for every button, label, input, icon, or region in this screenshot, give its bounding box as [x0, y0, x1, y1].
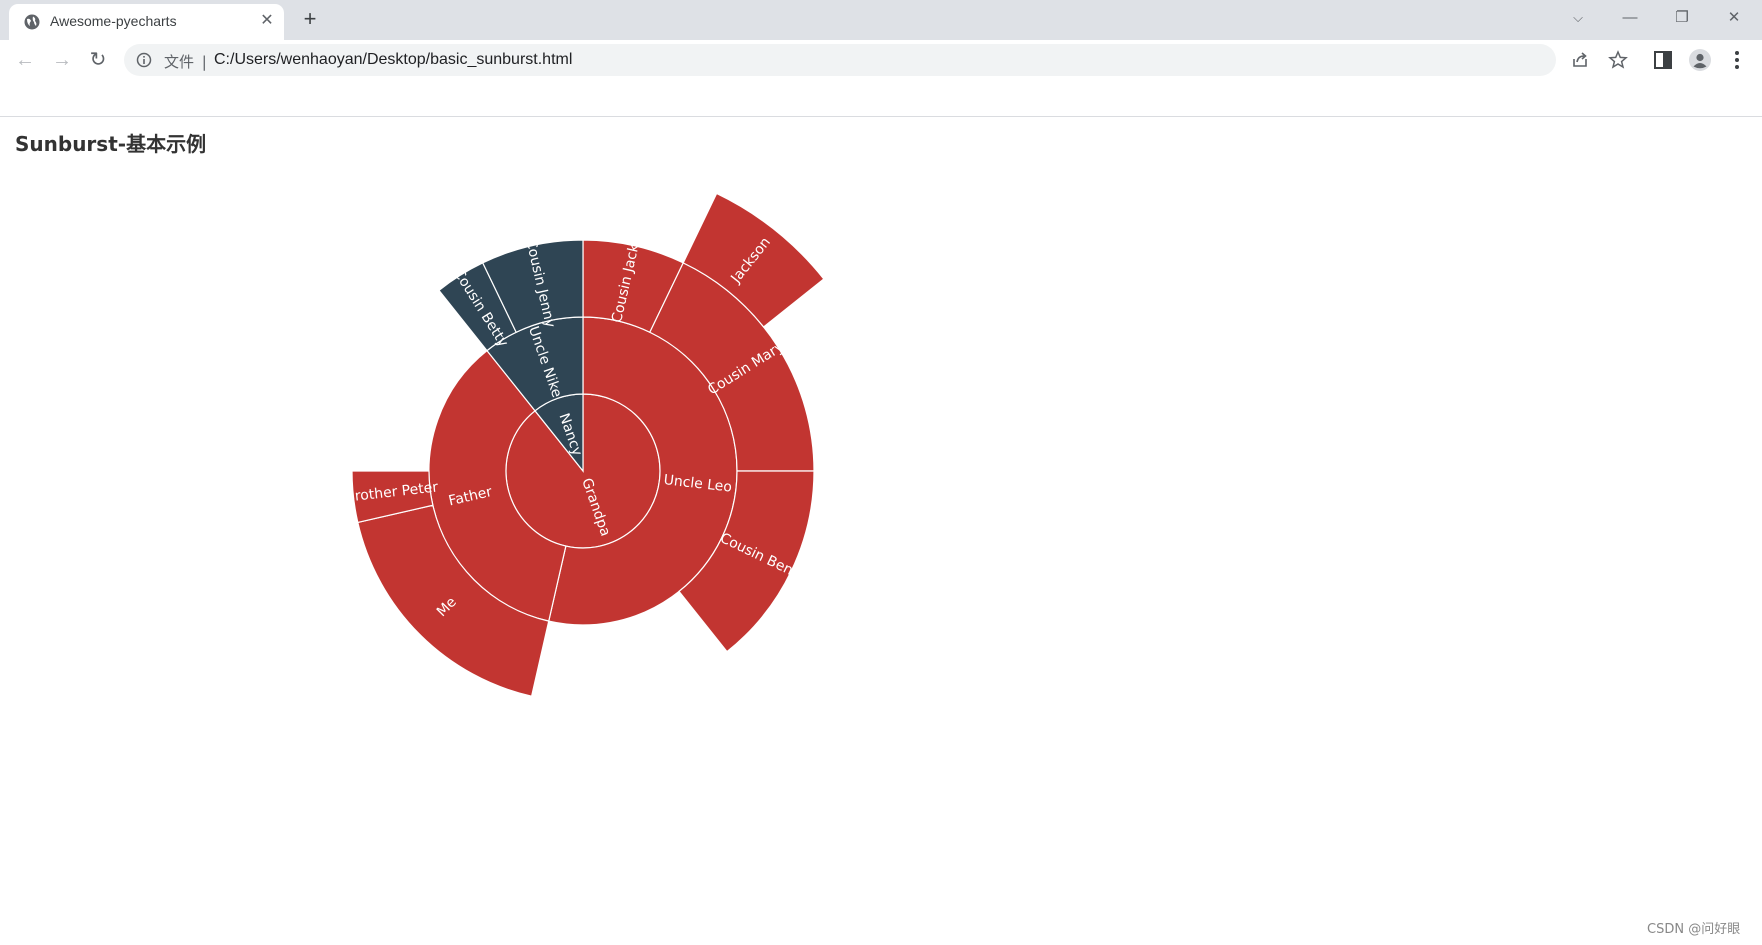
sunburst-sector-cousin-jenny[interactable]: [481, 239, 584, 334]
page-divider: [0, 116, 1762, 117]
tab-strip: Awesome-pyecharts ✕ + ⌵ — ❐ ✕: [0, 0, 1762, 40]
address-bar[interactable]: 文件 | C:/Users/wenhaoyan/Desktop/basic_su…: [124, 44, 1628, 76]
minimize-icon[interactable]: —: [1622, 9, 1638, 26]
side-panel-icon[interactable]: [1652, 49, 1674, 71]
sunburst-sector-brother-peter[interactable]: [351, 470, 434, 524]
watermark: CSDN @问好眼: [1647, 922, 1741, 937]
sunburst-label-uncle-leo: Uncle Leo: [663, 472, 733, 496]
scheme-label: 文件 |: [164, 53, 207, 71]
tab-title: Awesome-pyecharts: [50, 13, 177, 29]
url-text[interactable]: C:/Users/wenhaoyan/Desktop/basic_sunburs…: [214, 51, 573, 68]
tab-search-icon[interactable]: ⌵: [1573, 10, 1583, 25]
back-arrow-icon[interactable]: ←: [15, 49, 35, 71]
chart-title: Sunburst-基本示例: [15, 132, 207, 156]
profile-avatar-icon[interactable]: [1689, 49, 1711, 71]
forward-arrow-icon[interactable]: →: [52, 49, 72, 71]
close-icon[interactable]: ✕: [260, 12, 274, 29]
sunburst-sector-jackson[interactable]: [682, 192, 825, 328]
share-icon[interactable]: [1570, 50, 1590, 70]
browser-toolbar: ← → ↻ 文件 | C:/Users/wenhaoyan/Desktop/ba…: [0, 40, 1762, 80]
kebab-menu-icon[interactable]: [1726, 49, 1748, 71]
sunburst-sector-cousin-ben[interactable]: [678, 470, 815, 653]
reload-icon[interactable]: ↻: [89, 49, 107, 71]
restore-icon[interactable]: ❐: [1675, 9, 1689, 26]
star-icon[interactable]: [1608, 50, 1628, 70]
info-icon[interactable]: [136, 52, 152, 68]
plus-icon[interactable]: +: [303, 6, 317, 31]
browser-tab[interactable]: Awesome-pyecharts ✕: [9, 4, 284, 40]
globe-icon: [24, 14, 40, 30]
close-window-icon[interactable]: ✕: [1727, 9, 1741, 26]
